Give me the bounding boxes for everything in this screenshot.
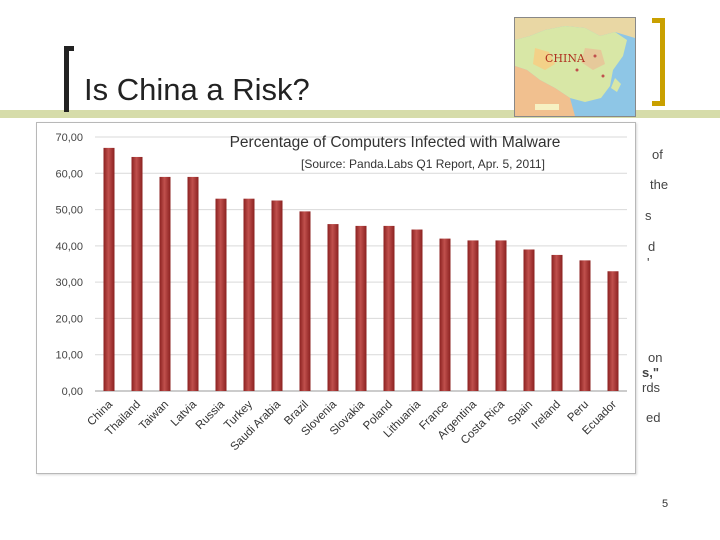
- y-tick-label: 20,00: [55, 313, 83, 325]
- bar-france: [439, 238, 451, 391]
- x-tick-label: Peru: [565, 399, 591, 425]
- chart-subtitle: [Source: Panda.Labs Q1 Report, Apr. 5, 2…: [301, 157, 545, 171]
- bar-argentina: [467, 240, 479, 391]
- y-tick-label: 70,00: [55, 132, 83, 144]
- bg-text-fragment: s: [645, 208, 652, 223]
- bar-russia: [215, 198, 227, 391]
- bg-text-fragment: on: [648, 350, 663, 365]
- bar-ecuador: [607, 271, 619, 391]
- x-tick-label: Ireland: [530, 399, 563, 432]
- title-band: [0, 110, 720, 118]
- bg-text-fragment: ed: [646, 410, 661, 425]
- y-tick-label: 40,00: [55, 241, 83, 253]
- bar-costa-rica: [495, 240, 507, 391]
- y-tick-label: 10,00: [55, 350, 83, 362]
- bg-text-fragment: rds: [642, 380, 661, 395]
- bar-thailand: [131, 156, 143, 391]
- chart-title: Percentage of Computers Infected with Ma…: [229, 134, 561, 151]
- y-tick-label: 60,00: [55, 168, 83, 180]
- x-tick-label: Taiwan: [137, 399, 171, 433]
- bar-brazil: [299, 211, 311, 391]
- x-tick-label: Saudi Arabia: [229, 398, 284, 453]
- map-label: CHINA: [545, 52, 586, 65]
- bar-spain: [523, 249, 535, 391]
- bg-text-fragment: ': [647, 255, 650, 270]
- x-tick-label: Russia: [194, 398, 228, 432]
- y-tick-label: 0,00: [62, 386, 83, 398]
- title-bracket-left: [64, 46, 74, 112]
- bar-ireland: [551, 254, 563, 391]
- bar-peru: [579, 260, 591, 391]
- bar-turkey: [243, 198, 255, 391]
- bg-text-fragment: the: [650, 177, 669, 192]
- bar-latvia: [187, 176, 199, 391]
- title-bracket-right: [652, 18, 665, 106]
- bar-china: [103, 147, 115, 391]
- bar-slovakia: [355, 225, 367, 391]
- y-tick-label: 50,00: [55, 205, 83, 217]
- bar-taiwan: [159, 176, 171, 391]
- y-tick-label: 30,00: [55, 277, 83, 289]
- bar-lithuania: [411, 229, 423, 391]
- page-number: 5: [662, 498, 669, 510]
- bar-poland: [383, 225, 395, 391]
- slide-title: Is China a Risk?: [84, 72, 310, 107]
- bar-saudi-arabia: [271, 200, 283, 391]
- map-drawing: CHINA: [515, 18, 635, 116]
- bar-slovenia: [327, 224, 339, 391]
- bg-text-fragment: s,": [642, 365, 660, 380]
- bg-text-fragment: of: [652, 147, 663, 162]
- bg-text-fragment: d: [648, 239, 656, 254]
- china-map-image: CHINA: [514, 17, 636, 117]
- chart-panel: 0,00 10,00 20,00 30,00 40,00 50,00 60,00 70,00 …: [36, 122, 636, 474]
- bar-chart: 0,0010,0020,0030,0040,0050,0060,0070,00 …: [55, 132, 627, 453]
